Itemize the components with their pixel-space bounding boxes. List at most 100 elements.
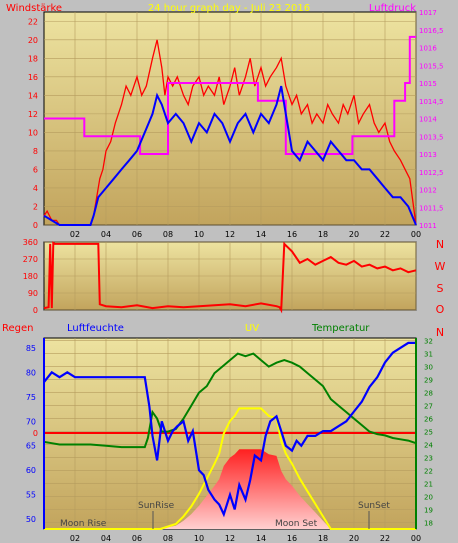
x-tick-label: 02 [70, 534, 80, 543]
x-tick-label: 10 [194, 534, 204, 543]
wind-tick-label: 6 [33, 165, 38, 174]
x-tick-label: 08 [163, 230, 173, 239]
compass-label: N [436, 326, 444, 339]
humidity-tick-label: 75 [26, 393, 36, 402]
pressure-tick-label: 1016 [419, 45, 437, 53]
direction-tick-label: 180 [23, 272, 38, 281]
pressure-tick-label: 1013 [419, 151, 437, 159]
temperature-tick-label: 30 [424, 364, 433, 372]
temperature-tick-label: 18 [424, 520, 433, 528]
temperature-tick-label: 26 [424, 416, 433, 424]
x-tick-label: 16 [287, 534, 297, 543]
humidity-tick-label: 50 [26, 515, 36, 524]
humidity-line [43, 341, 416, 518]
x-tick-label: 20 [349, 230, 359, 239]
humidity-tick-label: 55 [26, 491, 36, 500]
pressure-tick-label: 1011 [419, 222, 437, 230]
uv-line [44, 407, 416, 530]
temperature-tick-label: 27 [424, 403, 433, 411]
x-tick-label: 06 [132, 534, 142, 543]
wind-tick-label: 4 [33, 184, 38, 193]
rain-tick-label: 0 [33, 429, 38, 438]
uv-label: UV [245, 323, 259, 334]
chart-title: 24 hour graph day - Juli 23 2016 [148, 3, 310, 14]
pressure-tick-label: 1016,5 [419, 27, 444, 35]
temperature-tick-label: 21 [424, 481, 433, 489]
wind-tick-label: 12 [28, 110, 38, 119]
temperature-tick-label: 23 [424, 455, 433, 463]
uv-area [44, 449, 416, 529]
wind-label: Windstärke [6, 3, 62, 14]
temperature-tick-label: 22 [424, 468, 433, 476]
temperature-tick-label: 32 [424, 338, 433, 346]
wind-avg-line [43, 85, 417, 226]
direction-tick-label: 0 [33, 306, 38, 315]
wind-tick-label: 14 [28, 91, 38, 100]
pressure-tick-label: 1012 [419, 187, 437, 195]
direction-tick-label: 360 [23, 238, 38, 247]
wind-tick-label: 2 [33, 202, 38, 211]
sunrise-annotation: SunRise [138, 501, 175, 511]
compass-label: N [436, 238, 444, 251]
temperature-tick-label: 31 [424, 351, 433, 359]
panel2-grid [44, 241, 417, 311]
wind-gust-line [43, 39, 417, 226]
wind-tick-label: 18 [28, 54, 38, 63]
x-tick-label: 12 [225, 230, 235, 239]
moonset-annotation: Moon Set [275, 519, 318, 529]
pressure-tick-label: 1017 [419, 9, 437, 17]
wind-direction-line [43, 241, 417, 314]
humidity-tick-label: 80 [26, 368, 36, 377]
wind-tick-label: 0 [33, 221, 38, 230]
x-tick-label: 14 [256, 230, 266, 239]
pressure-label: Luftdruck [369, 3, 416, 14]
wind-tick-label: 22 [28, 17, 38, 26]
x-tick-label: 10 [194, 230, 204, 239]
x-tick-label: 22 [380, 534, 390, 543]
compass-label: W [435, 260, 446, 273]
x-tick-label: 04 [101, 230, 111, 239]
compass-label: S [437, 282, 444, 295]
x-tick-label: 18 [318, 534, 328, 543]
temperature-tick-label: 24 [424, 442, 433, 450]
x-tick-label: 18 [318, 230, 328, 239]
pressure-tick-label: 1014 [419, 116, 437, 124]
compass-label: O [436, 303, 445, 316]
direction-tick-label: 270 [23, 255, 38, 264]
pressure-tick-label: 1015 [419, 80, 437, 88]
x-tick-label: 06 [132, 230, 142, 239]
wind-tick-label: 8 [33, 147, 38, 156]
x-tick-label: 20 [349, 534, 359, 543]
humidity-label: Luftfeuchte [67, 323, 124, 334]
x-tick-label: 12 [225, 534, 235, 543]
temperature-tick-label: 20 [424, 494, 433, 502]
x-tick-label: 04 [101, 534, 111, 543]
panel1-grid [44, 12, 417, 226]
x-tick-label: 14 [256, 534, 266, 543]
axis-tick-labels: 024681012141618202210111011,510121012,51… [23, 9, 446, 543]
moonrise-annotation: Moon Rise [60, 519, 107, 529]
pressure-tick-label: 1014,5 [419, 98, 444, 106]
pressure-tick-label: 1011,5 [419, 204, 444, 212]
humidity-tick-label: 85 [26, 344, 36, 353]
x-tick-label: 00 [411, 230, 421, 239]
temperature-tick-label: 19 [424, 507, 433, 515]
direction-tick-label: 90 [28, 289, 38, 298]
x-tick-label: 22 [380, 230, 390, 239]
x-tick-label: 02 [70, 230, 80, 239]
temperature-tick-label: 29 [424, 377, 433, 385]
pressure-tick-label: 1015,5 [419, 62, 444, 70]
pressure-tick-label: 1013,5 [419, 133, 444, 141]
temperature-label: Temperatur [311, 323, 370, 334]
pressure-line [44, 35, 416, 155]
x-tick-label: 16 [287, 230, 297, 239]
humidity-tick-label: 60 [26, 466, 36, 475]
humidity-tick-label: 65 [26, 442, 36, 451]
temperature-line [43, 352, 417, 449]
temperature-tick-label: 25 [424, 429, 433, 437]
x-tick-label: 00 [411, 534, 421, 543]
wind-tick-label: 10 [28, 128, 38, 137]
x-tick-label: 08 [163, 534, 173, 543]
